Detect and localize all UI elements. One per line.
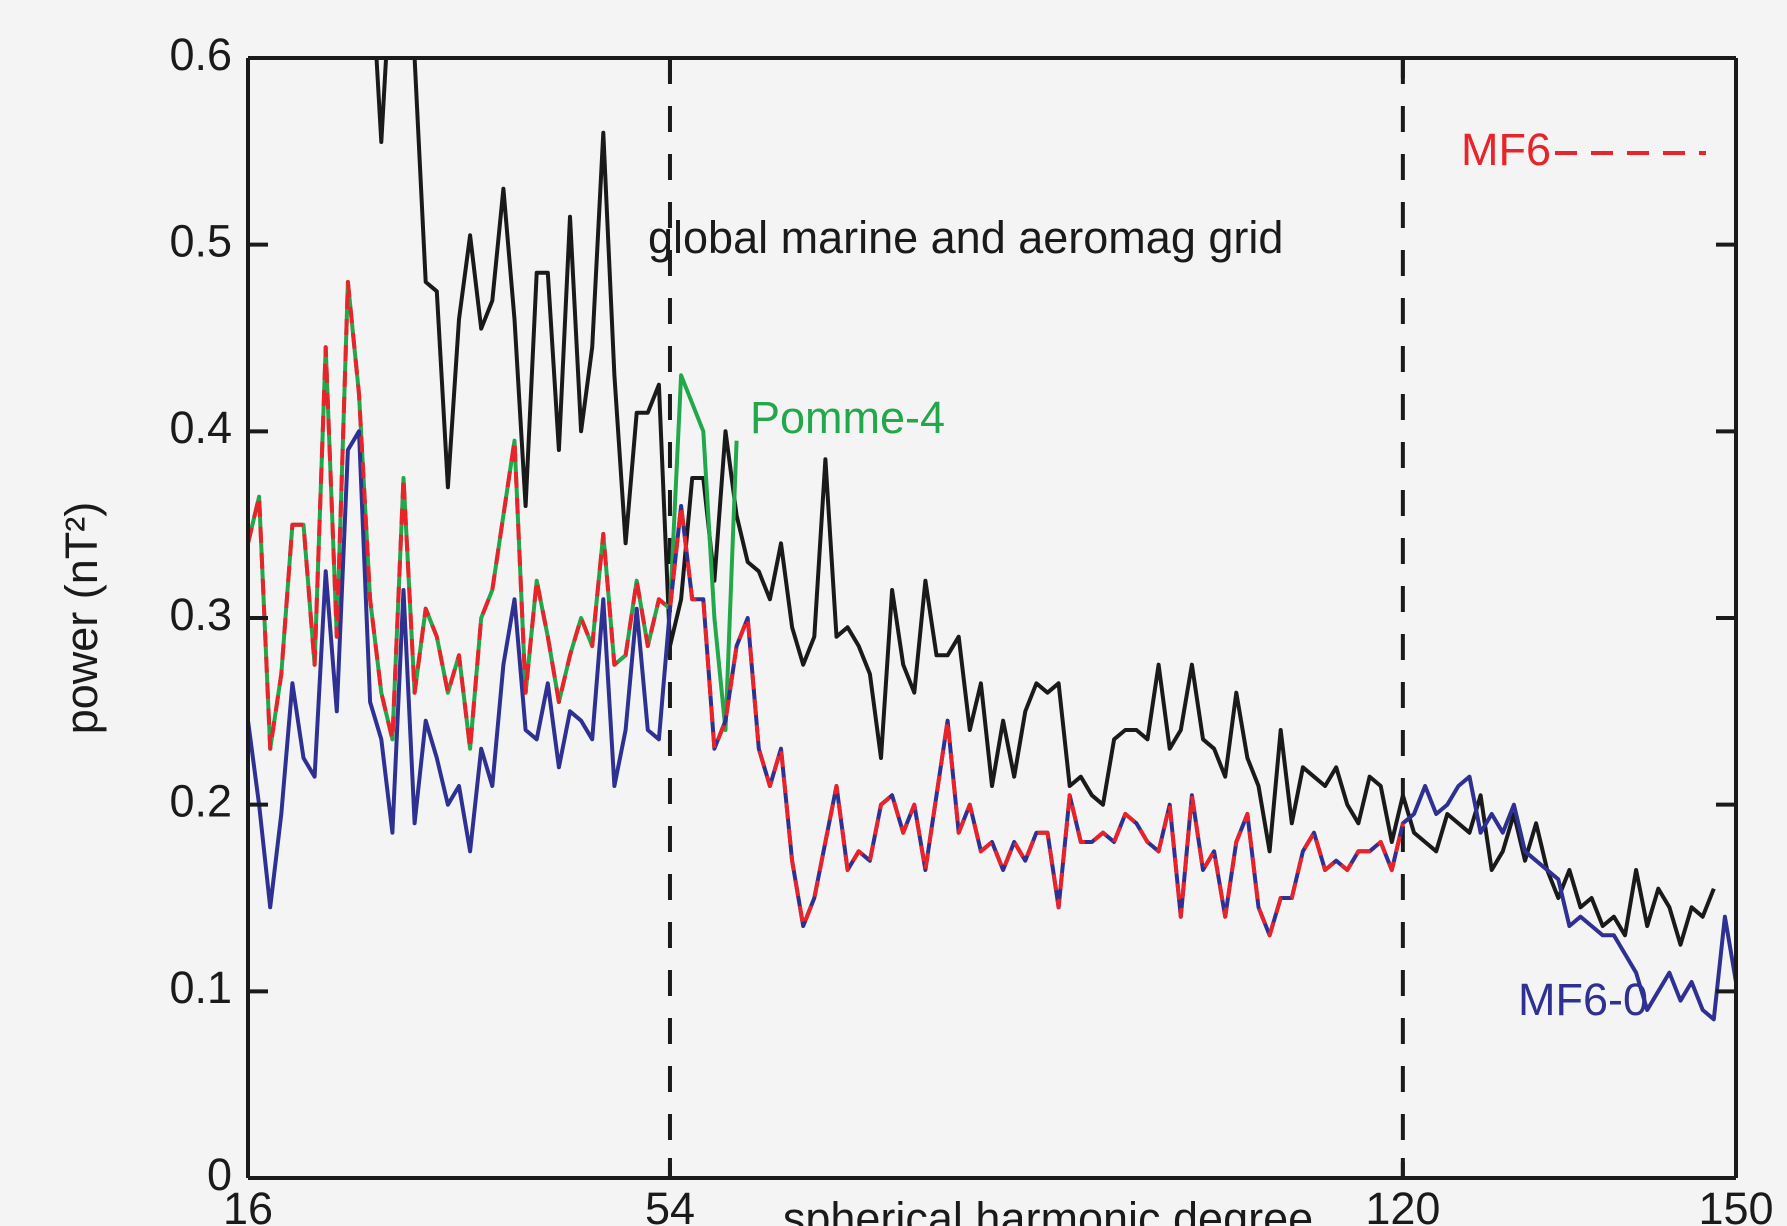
series-line	[248, 280, 739, 751]
y-axis-label: power (nT²)	[56, 502, 107, 735]
x-axis-label: spherical harmonic degree	[783, 1193, 1313, 1226]
y-tick-label: 0.1	[169, 962, 232, 1013]
x-tick-label: 16	[223, 1183, 273, 1226]
plot-area	[248, 58, 1736, 1022]
series-label: global marine and aeromag grid	[648, 212, 1283, 263]
y-tick-label: 0.4	[169, 402, 232, 453]
axes-frame	[246, 56, 1738, 1180]
series-label: Pomme-4	[750, 392, 945, 443]
series-label: MF6-0	[1518, 974, 1648, 1025]
y-tick-label: 0.5	[169, 216, 232, 267]
y-tick-label: 0.2	[169, 776, 232, 827]
series-line	[248, 280, 1405, 938]
y-tick-label: 0	[207, 1149, 232, 1200]
series-line	[374, 58, 1716, 947]
series-line	[248, 429, 1736, 1022]
series-label: MF6	[1461, 124, 1551, 175]
y-tick-label: 0.6	[169, 29, 232, 80]
x-tick-label: 54	[645, 1183, 695, 1226]
x-tick-label: 120	[1365, 1183, 1440, 1226]
x-tick-label: 150	[1698, 1183, 1773, 1226]
y-tick-label: 0.3	[169, 589, 232, 640]
